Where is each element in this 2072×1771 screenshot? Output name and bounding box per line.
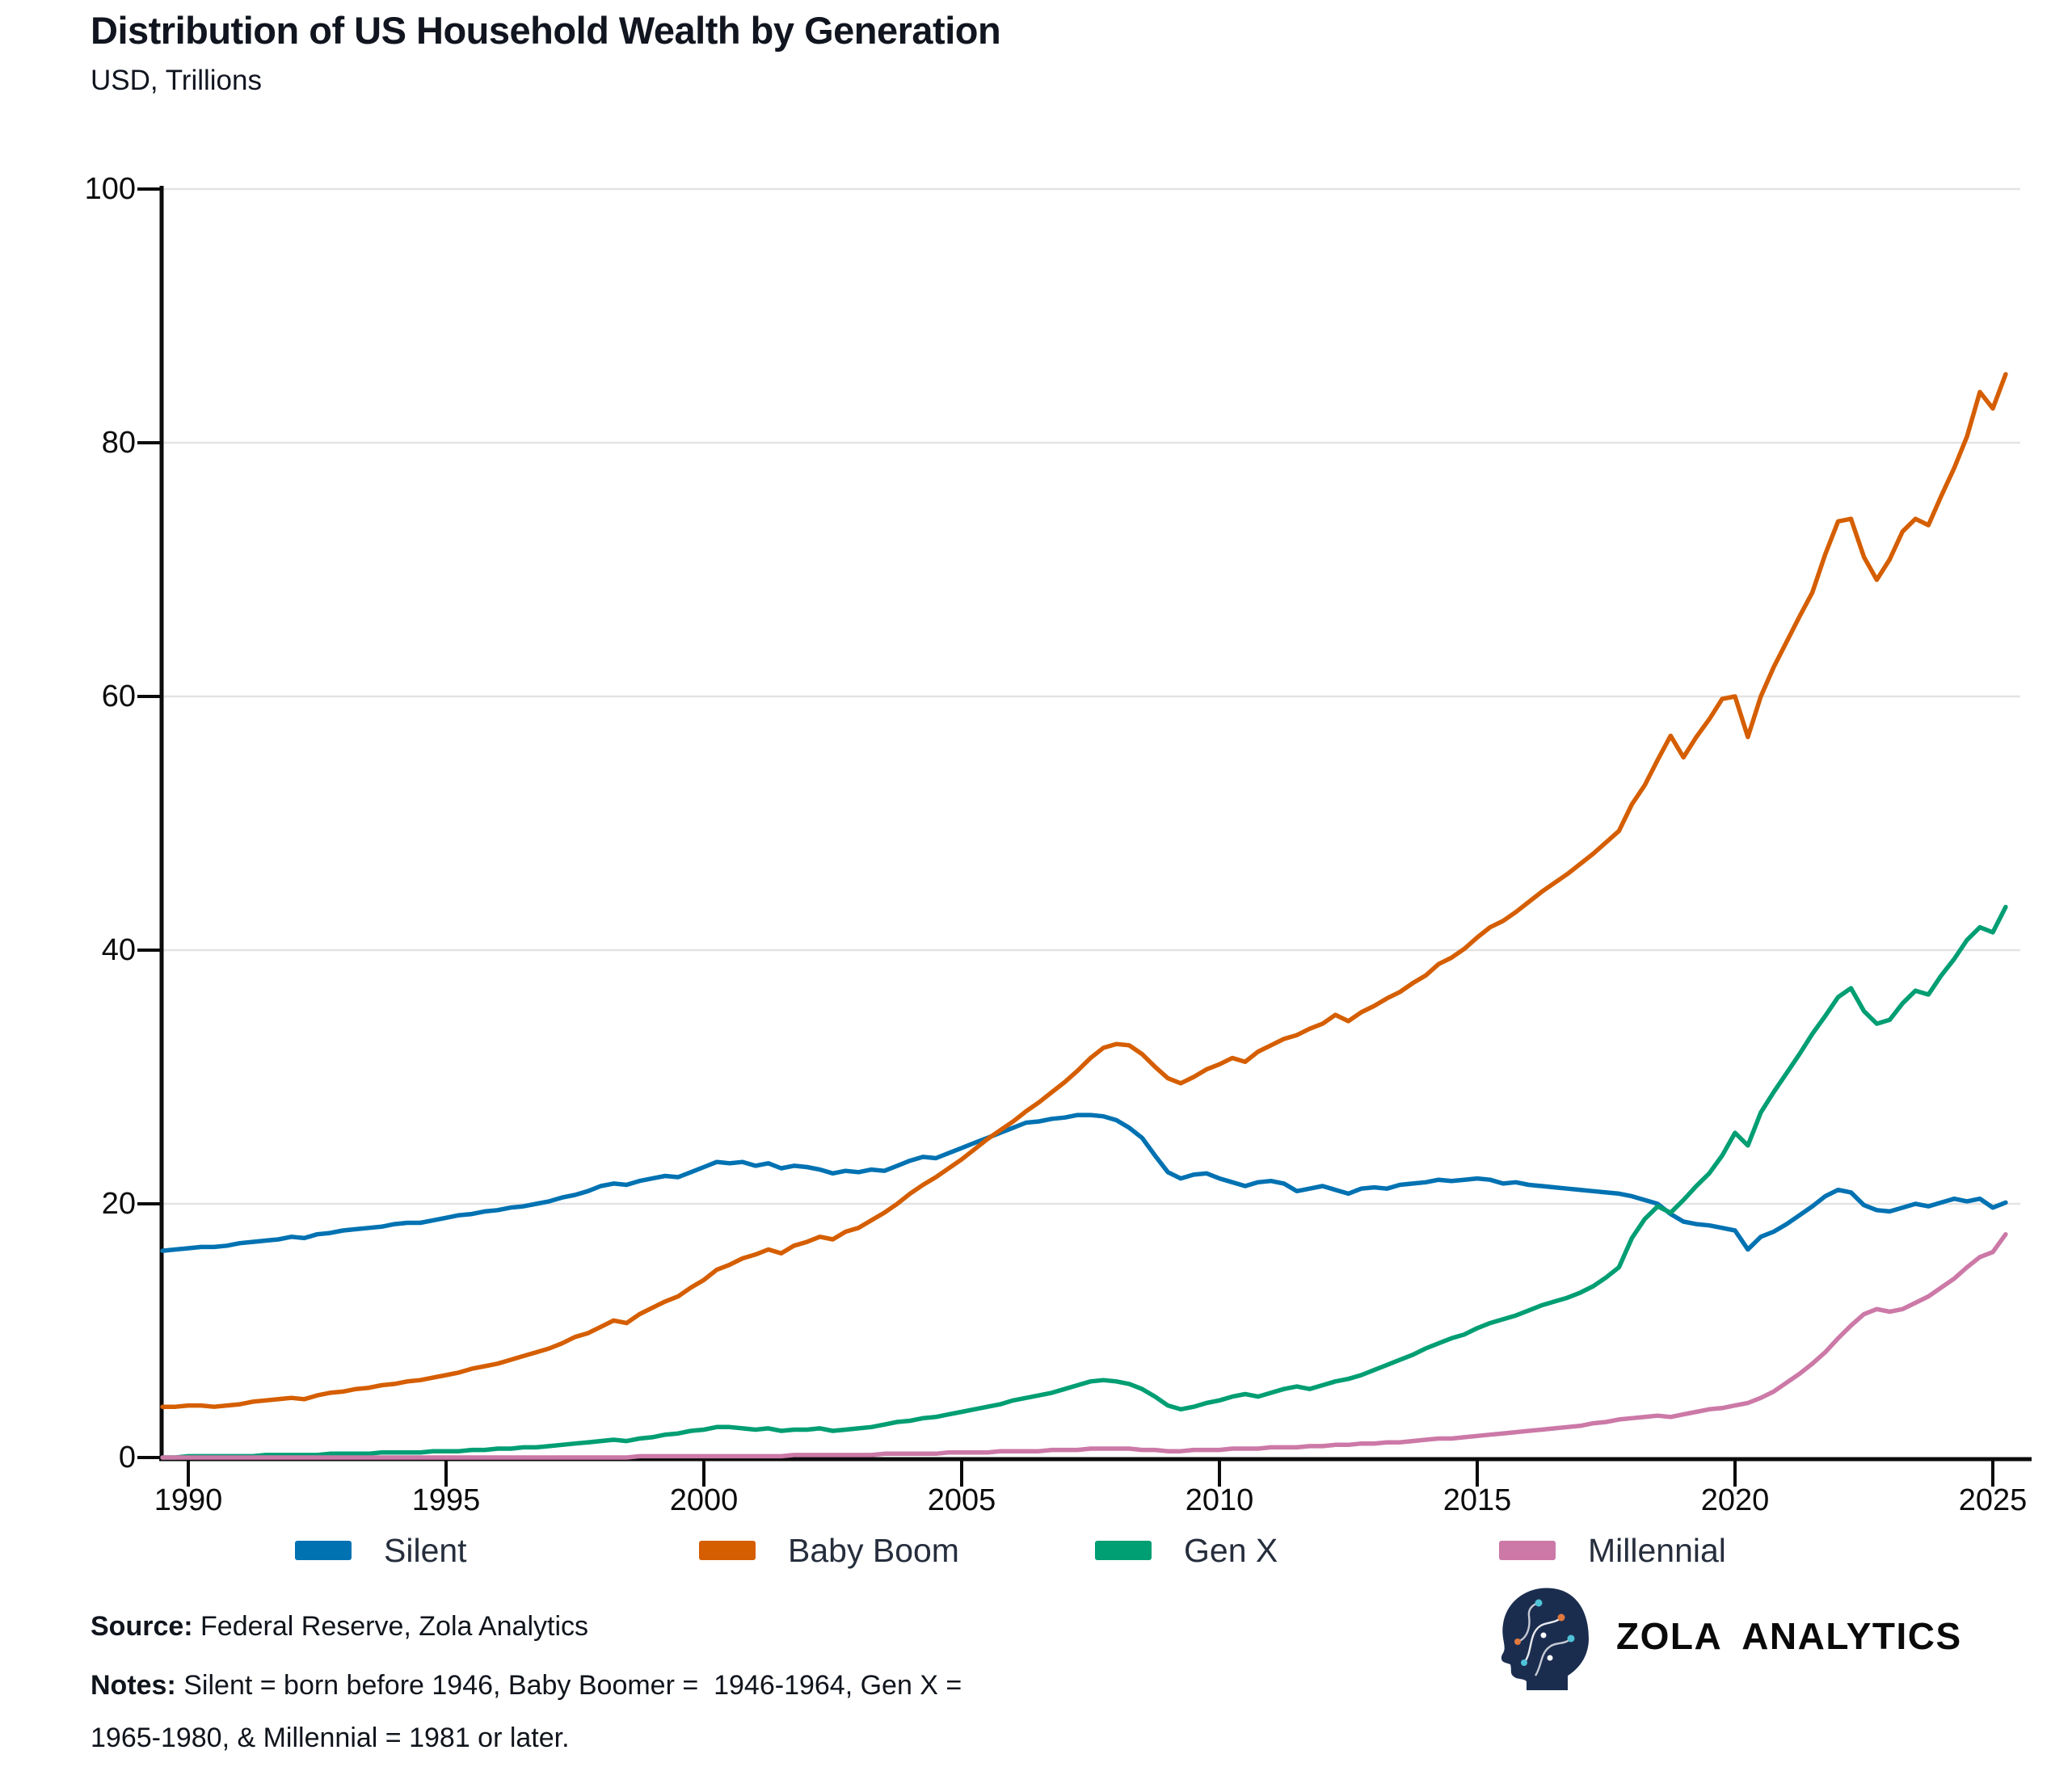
notes-label: Notes: (91, 1670, 176, 1701)
x-axis-tick-label: 2025 (1958, 1483, 2028, 1517)
notes-block: Notes: Silent = born before 1946, Baby B… (91, 1660, 1020, 1765)
legend-swatch-gen-x (1095, 1541, 1152, 1560)
x-axis-tick-label: 2015 (1442, 1483, 1512, 1517)
legend-label-baby-boom: Baby Boom (788, 1531, 959, 1569)
legend-label-millennial: Millennial (1588, 1531, 1726, 1569)
y-axis-tick-label: 40 (101, 933, 136, 967)
chart-subtitle: USD, Trillions (91, 65, 262, 96)
legend-item-silent: Silent (295, 1532, 467, 1569)
legend-item-millennial: Millennial (1499, 1532, 1726, 1569)
x-axis-tick-label: 2020 (1700, 1483, 1770, 1517)
source-line: Source: Federal Reserve, Zola Analytics (91, 1611, 588, 1643)
y-axis-tick-label: 0 (118, 1441, 136, 1474)
y-axis-tick-label: 60 (101, 679, 136, 713)
legend-label-silent: Silent (384, 1531, 467, 1569)
legend-swatch-millennial (1499, 1541, 1556, 1560)
legend-swatch-silent (295, 1541, 352, 1560)
series-line-gen-x (160, 904, 2008, 1460)
series-line-silent (160, 1113, 2008, 1253)
legend-swatch-baby-boom (699, 1541, 756, 1560)
y-axis-tick-label: 20 (101, 1187, 136, 1221)
brand-word-2: ANALYTICS (1741, 1615, 1962, 1657)
series-line-baby-boom (160, 372, 2008, 1409)
y-axis-tick-label: 80 (101, 426, 136, 460)
source-text: Federal Reserve, Zola Analytics (192, 1611, 589, 1642)
x-axis-tick-label: 2000 (669, 1483, 739, 1517)
zola-analytics-logo-icon (1501, 1588, 1589, 1690)
y-axis-tick-label: 100 (84, 172, 136, 206)
series-line-millennial (160, 1231, 2008, 1460)
notes-text: Silent = born before 1946, Baby Boomer =… (91, 1670, 970, 1753)
brand-word-1: ZOLA (1616, 1615, 1723, 1657)
source-label: Source: (91, 1611, 193, 1642)
legend-item-gen-x: Gen X (1095, 1532, 1278, 1569)
legend-item-baby-boom: Baby Boom (699, 1532, 959, 1569)
x-axis-tick-label: 1990 (154, 1483, 223, 1517)
brand-name: ZOLA ANALYTICS (1616, 1614, 1962, 1658)
x-axis-tick-label: 2010 (1185, 1483, 1254, 1517)
x-axis-tick-label: 1995 (411, 1483, 481, 1517)
chart-title: Distribution of US Household Wealth by G… (91, 9, 1001, 52)
x-axis-tick-label: 2005 (927, 1483, 996, 1517)
legend-label-gen-x: Gen X (1184, 1531, 1278, 1569)
